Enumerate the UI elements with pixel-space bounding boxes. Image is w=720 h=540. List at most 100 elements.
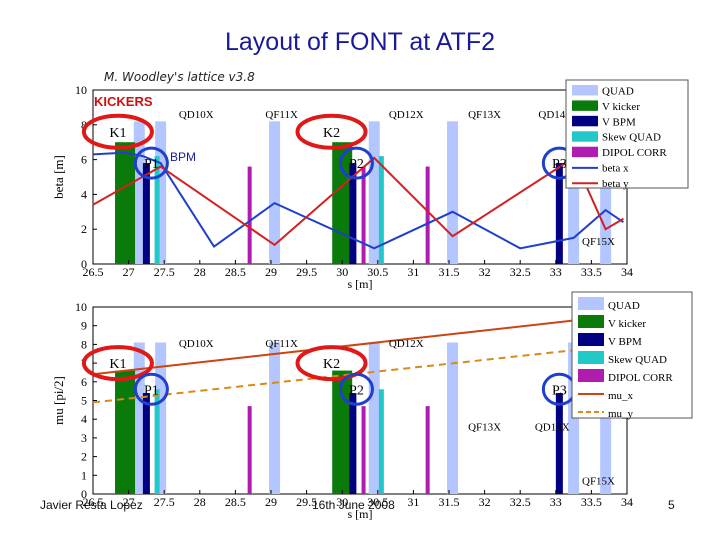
y-tick-label: 4 — [81, 412, 87, 426]
v-kicker-bar — [332, 142, 353, 264]
skew-quad-bar — [378, 156, 384, 264]
legend-swatch — [578, 315, 604, 328]
x-tick-label: 32.5 — [510, 495, 531, 509]
chart-panel-1: 26.5 27 27.5 28 28.5 29 29.5 30 30.5 31 31.5 32 32.5… — [51, 79, 689, 291]
magnet-label: QF15X — [582, 236, 615, 248]
dipol-corr-bar — [361, 166, 366, 264]
y-tick-label: 2 — [81, 450, 87, 464]
y-axis-label: mu [pi/2] — [51, 376, 66, 425]
v-bpm-bar — [142, 163, 150, 264]
x-axis-label: s [m] — [348, 277, 373, 291]
y-tick-label: 0 — [81, 487, 87, 501]
legend-entry: mu_x — [608, 390, 634, 402]
v-bpm-bar — [555, 163, 563, 264]
bpm-label-tag: P1 — [144, 383, 159, 398]
legend-entry: V BPM — [608, 336, 642, 348]
kicker-label: K2 — [323, 357, 340, 372]
x-tick-label: 27.5 — [154, 495, 175, 509]
x-tick-label: 30 — [336, 265, 348, 279]
series-line-beta-x — [92, 151, 624, 250]
x-tick-label: 32 — [479, 495, 491, 509]
legend-entry: V BPM — [602, 116, 636, 128]
lattice-note: M. Woodley's lattice v3.8 — [104, 70, 255, 84]
x-axis-label: s [m] — [348, 507, 373, 521]
x-tick-label: 33.5 — [581, 495, 602, 509]
v-kicker-bar — [115, 370, 136, 494]
page-number: 5 — [668, 498, 675, 512]
quad-bar — [269, 121, 281, 264]
legend-entry: beta y — [602, 178, 629, 190]
quad-bar — [447, 121, 459, 264]
magnet-label: QF15X — [582, 476, 615, 488]
y-tick-label: 2 — [81, 222, 87, 236]
magnet-label: QD12X — [389, 109, 424, 121]
kicker-highlight — [295, 345, 368, 382]
bpm-highlight — [338, 372, 374, 406]
skew-quad-bar — [154, 156, 160, 264]
magnet-label: QD14X — [535, 421, 570, 433]
x-tick-label: 31 — [407, 265, 419, 279]
magnet-label: QF11X — [265, 338, 298, 350]
legend-entry: DIPOL CORR — [602, 147, 667, 159]
kicker-label: K1 — [109, 357, 126, 372]
kickers-label: KICKERS — [94, 94, 153, 109]
kicker-highlight — [295, 113, 368, 150]
x-tick-label: 34 — [621, 265, 633, 279]
y-tick-label: 5 — [81, 394, 87, 408]
quad-bar — [133, 121, 145, 264]
series-line-mu-x — [92, 313, 628, 376]
x-tick-label: 28.5 — [225, 265, 246, 279]
magnet-label: QF13X — [468, 421, 501, 433]
x-tick-label: 31 — [407, 495, 419, 509]
bpm-label-tag: P3 — [552, 157, 567, 172]
legend-swatch — [578, 369, 604, 382]
y-tick-label: 3 — [81, 431, 87, 445]
legend-entry: Skew QUAD — [602, 132, 661, 144]
bpm-label: BPM — [170, 150, 197, 164]
x-tick-label: 27 — [123, 495, 135, 509]
x-tick-label: 29.5 — [296, 265, 317, 279]
kicker-highlight — [81, 345, 154, 382]
y-tick-label: 6 — [81, 375, 87, 389]
kicker-highlight — [81, 113, 154, 150]
chart-panel-2: 26.5 27 27.5 28 28.5 29 29.5 30 30.5 31 31.5 32 32.5… — [51, 291, 693, 521]
bpm-label-tag: P3 — [552, 383, 567, 398]
bpm-label-tag: P2 — [349, 383, 364, 398]
v-bpm-bar — [555, 393, 563, 494]
legend-entry: V kicker — [608, 318, 646, 330]
v-bpm-bar — [349, 393, 357, 494]
skew-quad-bar — [154, 389, 160, 494]
x-tick-label: 28 — [194, 265, 206, 279]
y-tick-label: 9 — [81, 319, 87, 333]
legend-entry: QUAD — [602, 85, 634, 97]
x-tick-label: 30.5 — [367, 495, 388, 509]
y-tick-label: 10 — [75, 300, 87, 314]
y-tick-label: 10 — [75, 83, 87, 97]
bpm-label-tag: P1 — [144, 157, 159, 172]
dipol-corr-bar — [247, 166, 252, 264]
quad-bar — [568, 121, 580, 264]
x-tick-label: 31.5 — [439, 265, 460, 279]
v-bpm-bar — [142, 393, 150, 494]
y-tick-label: 8 — [81, 118, 87, 132]
x-tick-label: 26.5 — [83, 265, 104, 279]
legend-swatch — [572, 100, 598, 111]
x-tick-label: 34 — [621, 495, 633, 509]
x-tick-label: 29 — [265, 265, 277, 279]
dipol-corr-bar — [361, 406, 366, 494]
quad-bar — [447, 342, 459, 494]
quad-bar — [133, 342, 145, 494]
magnet-label: QF13X — [468, 109, 501, 121]
legend-entry: V kicker — [602, 101, 640, 113]
legend-swatch — [578, 333, 604, 346]
dipol-corr-bar — [425, 166, 430, 264]
magnet-label: QD10X — [179, 109, 214, 121]
bpm-highlight — [133, 146, 169, 180]
y-tick-label: 1 — [81, 468, 87, 482]
kicker-label: K2 — [323, 126, 340, 141]
skew-quad-bar — [378, 389, 384, 494]
dipol-corr-bar — [247, 406, 252, 494]
legend-swatch — [572, 85, 598, 96]
x-tick-label: 28.5 — [225, 495, 246, 509]
